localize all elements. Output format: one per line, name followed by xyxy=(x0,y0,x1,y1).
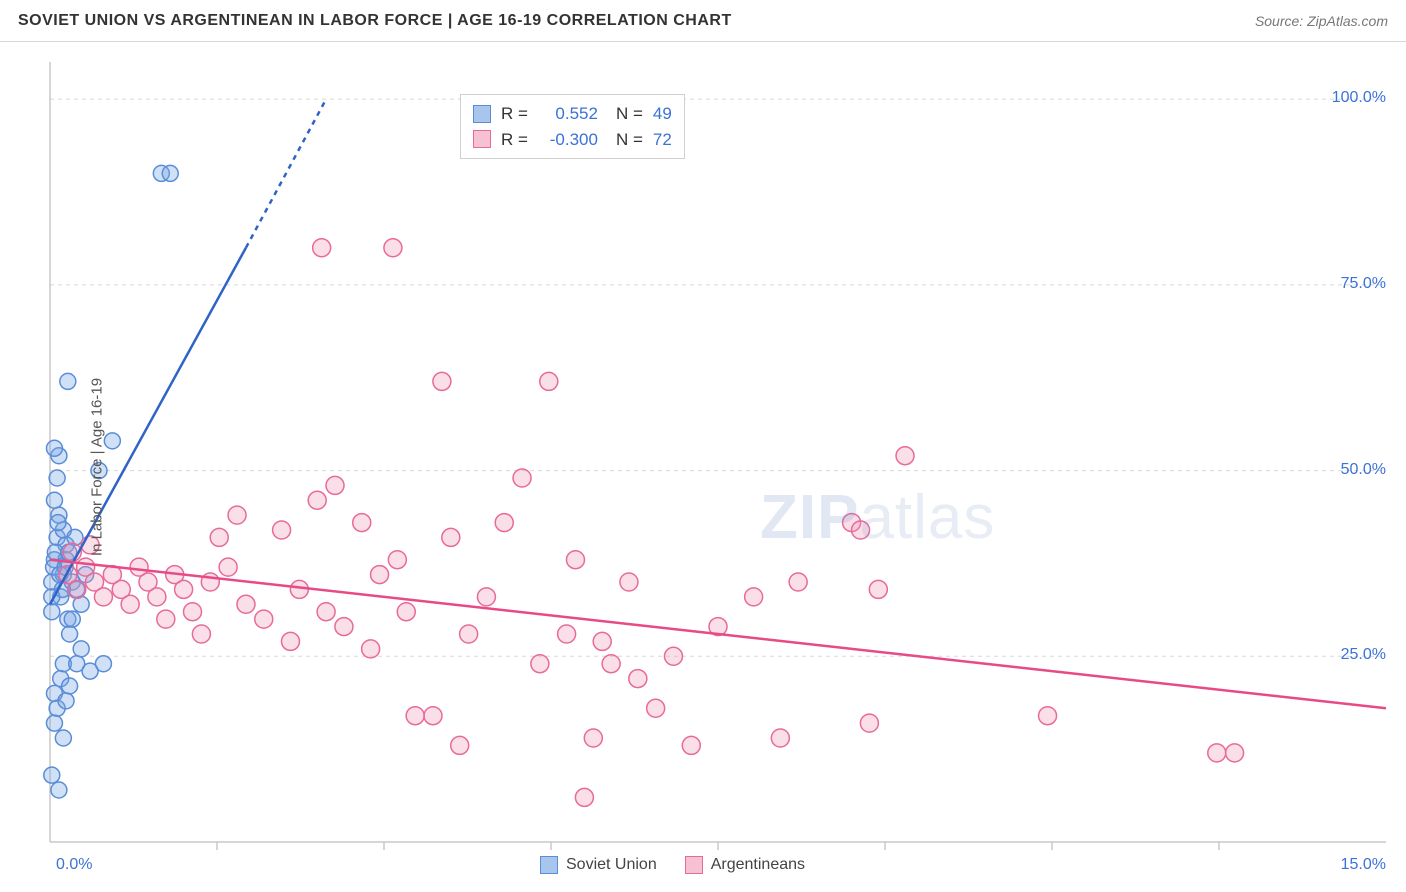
y-grid-label: 75.0% xyxy=(1341,275,1386,293)
x-axis-max-label: 15.0% xyxy=(1341,856,1386,874)
scatter-chart xyxy=(0,42,1406,892)
series-legend: Soviet Union Argentineans xyxy=(540,856,805,874)
r-label: R = xyxy=(501,127,528,153)
r-value-2: -0.300 xyxy=(538,127,598,153)
legend-item-1: Soviet Union xyxy=(540,856,657,874)
y-axis-label: In Labor Force | Age 16-19 xyxy=(89,378,106,556)
y-grid-label: 50.0% xyxy=(1341,461,1386,479)
r-label: R = xyxy=(501,101,528,127)
legend-swatch-1 xyxy=(473,105,491,123)
legend-swatch-2 xyxy=(685,856,703,874)
legend-item-2: Argentineans xyxy=(685,856,805,874)
y-grid-label: 25.0% xyxy=(1341,646,1386,664)
correlation-legend: R = 0.552 N = 49 R = -0.300 N = 72 xyxy=(460,94,685,159)
y-grid-label: 100.0% xyxy=(1332,89,1386,107)
legend-row-series-2: R = -0.300 N = 72 xyxy=(473,127,672,153)
r-value-1: 0.552 xyxy=(538,101,598,127)
legend-label-2: Argentineans xyxy=(711,856,805,874)
n-value-1: 49 xyxy=(653,101,672,127)
legend-swatch-1 xyxy=(540,856,558,874)
legend-row-series-1: R = 0.552 N = 49 xyxy=(473,101,672,127)
n-value-2: 72 xyxy=(653,127,672,153)
chart-header: SOVIET UNION VS ARGENTINEAN IN LABOR FOR… xyxy=(0,0,1406,42)
legend-swatch-2 xyxy=(473,130,491,148)
chart-source: Source: ZipAtlas.com xyxy=(1255,13,1388,29)
n-label: N = xyxy=(616,127,643,153)
n-label: N = xyxy=(616,101,643,127)
chart-title: SOVIET UNION VS ARGENTINEAN IN LABOR FOR… xyxy=(18,12,732,30)
legend-label-1: Soviet Union xyxy=(566,856,657,874)
x-axis-min-label: 0.0% xyxy=(56,856,92,874)
chart-area: In Labor Force | Age 16-19 ZIPatlas R = … xyxy=(0,42,1406,892)
